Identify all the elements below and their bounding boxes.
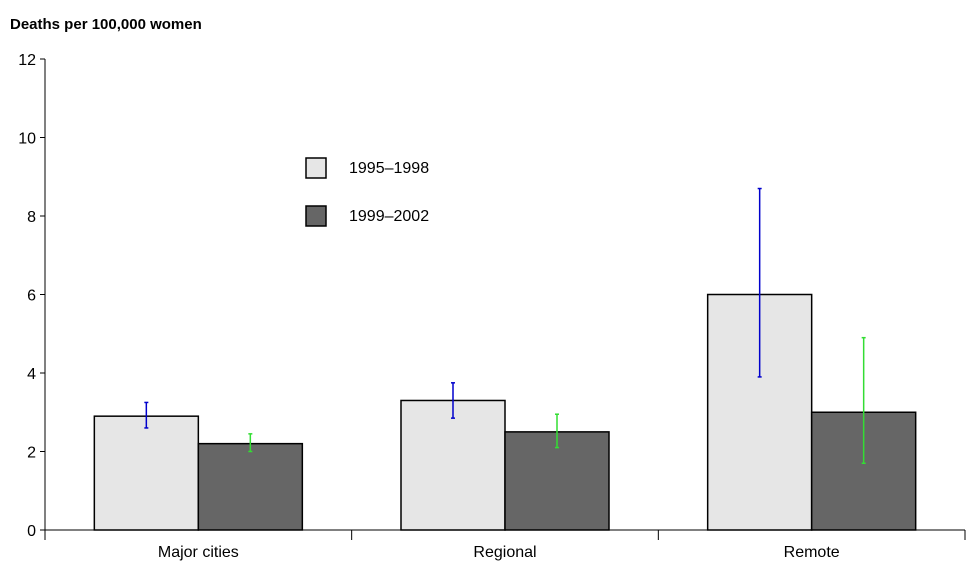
y-tick-label: 10 [18,131,36,148]
x-tick-label: Remote [784,544,840,561]
legend-label: 1999–2002 [349,208,429,225]
legend-label: 1995–1998 [349,160,429,177]
y-tick-label: 2 [27,445,36,462]
error-bar [248,433,253,453]
y-tick-label: 12 [18,52,36,69]
y-tick-label: 8 [27,209,36,226]
error-bar [555,413,559,449]
x-tick-label: Major cities [158,544,239,561]
legend-swatch [305,157,327,179]
error-bar [861,336,866,465]
bar [400,399,506,531]
legend-swatch [305,205,327,227]
error-bar [451,382,455,419]
y-axis-title: Deaths per 100,000 women [10,16,202,33]
y-tick-label: 0 [27,523,36,540]
error-bar [757,187,762,378]
y-tick-label: 4 [27,366,36,383]
x-tick-label: Regional [473,544,536,561]
error-bar [144,401,149,429]
y-tick-label: 6 [27,288,36,305]
bar [93,415,200,531]
bar [197,442,304,531]
